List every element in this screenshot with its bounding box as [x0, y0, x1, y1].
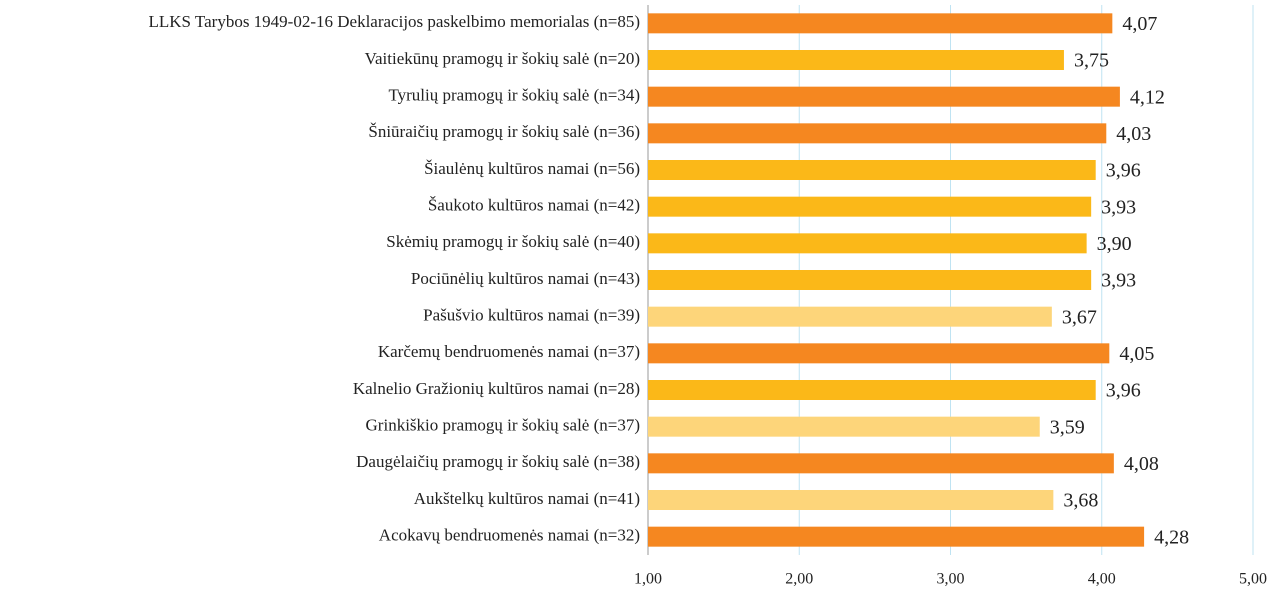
bar — [648, 233, 1087, 254]
y-tick-label: Šiaulėnų kultūros namai (n=56) — [424, 159, 640, 178]
y-tick-label: Pociūnėlių kultūros namai (n=43) — [411, 269, 640, 288]
bar — [648, 123, 1107, 144]
x-tick-label: 2,00 — [785, 571, 813, 588]
value-label: 4,05 — [1119, 343, 1154, 365]
value-label: 3,59 — [1050, 416, 1085, 438]
value-label: 3,75 — [1074, 50, 1109, 72]
value-label: 3,67 — [1062, 306, 1097, 328]
value-label: 3,93 — [1101, 270, 1136, 292]
x-tick-label: 5,00 — [1239, 571, 1267, 588]
bar — [648, 416, 1040, 437]
bar — [648, 343, 1110, 364]
y-tick-label: Acokavų bendruomenės namai (n=32) — [379, 526, 640, 545]
y-tick-label: Šaukoto kultūros namai (n=42) — [428, 196, 640, 215]
value-label: 4,12 — [1130, 86, 1165, 108]
bar — [648, 86, 1120, 107]
bar — [648, 50, 1064, 70]
y-tick-label: Daugėlaičių pramogų ir šokių salė (n=38) — [356, 452, 640, 471]
bar — [648, 306, 1052, 327]
bar — [648, 13, 1113, 34]
x-tick-label: 3,00 — [937, 571, 965, 588]
bar — [648, 453, 1114, 474]
y-tick-label: Šniūraičių pramogų ir šokių salė (n=36) — [368, 122, 640, 141]
bar — [648, 526, 1145, 547]
value-label: 3,96 — [1106, 160, 1141, 182]
x-tick-label: 1,00 — [634, 571, 662, 588]
bar — [648, 490, 1054, 510]
y-tick-label: Vaitiekūnų pramogų ir šokių salė (n=20) — [365, 49, 640, 68]
y-tick-label: Skėmių pramogų ir šokių salė (n=40) — [386, 232, 640, 251]
x-tick-label: 4,00 — [1088, 571, 1116, 588]
bar — [648, 196, 1092, 217]
value-label: 3,93 — [1101, 196, 1136, 218]
y-tick-label: Karčemų bendruomenės namai (n=37) — [378, 342, 640, 361]
value-label: 3,96 — [1106, 380, 1141, 402]
y-tick-label: LLKS Tarybos 1949-02-16 Deklaracijos pas… — [148, 12, 640, 31]
y-tick-label: Grinkiškio pramogų ir šokių salė (n=37) — [366, 416, 640, 435]
value-label: 4,07 — [1122, 13, 1157, 35]
value-label: 4,28 — [1154, 526, 1189, 548]
bar — [648, 160, 1096, 180]
value-label: 3,68 — [1063, 490, 1098, 512]
bar — [648, 380, 1096, 400]
y-tick-label: Kalnelio Gražionių kultūros namai (n=28) — [353, 379, 640, 398]
bar — [648, 270, 1092, 290]
y-tick-label: Aukštelkų kultūros namai (n=41) — [414, 489, 640, 508]
value-label: 4,03 — [1116, 123, 1151, 145]
value-label: 3,90 — [1097, 233, 1132, 255]
value-label: 4,08 — [1124, 453, 1159, 475]
y-tick-label: Pašušvio kultūros namai (n=39) — [423, 306, 640, 325]
y-tick-label: Tyrulių pramogų ir šokių salė (n=34) — [388, 86, 640, 105]
